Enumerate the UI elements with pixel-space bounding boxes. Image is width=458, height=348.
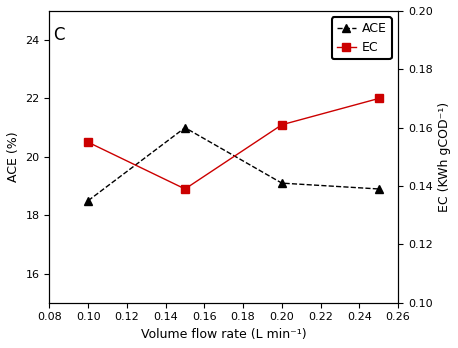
Y-axis label: EC (KWh gCOD⁻¹): EC (KWh gCOD⁻¹) <box>438 102 451 212</box>
EC <box>279 123 284 127</box>
ACE <box>182 126 188 130</box>
Text: C: C <box>53 25 65 44</box>
Y-axis label: ACE (%): ACE (%) <box>7 132 20 182</box>
EC <box>86 140 91 144</box>
ACE <box>86 199 91 203</box>
EC <box>376 96 382 101</box>
ACE <box>376 187 382 191</box>
EC <box>182 187 188 191</box>
X-axis label: Volume flow rate (L min⁻¹): Volume flow rate (L min⁻¹) <box>141 328 306 341</box>
Line: EC: EC <box>84 94 383 193</box>
Line: ACE: ACE <box>84 124 383 205</box>
Legend: ACE, EC: ACE, EC <box>332 17 392 60</box>
ACE <box>279 181 284 185</box>
